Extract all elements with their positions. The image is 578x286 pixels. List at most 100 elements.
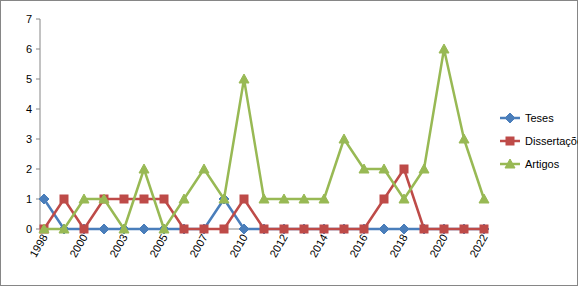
series-marker <box>340 225 348 233</box>
series-marker <box>320 225 328 233</box>
series-marker <box>99 194 109 203</box>
series-marker <box>480 225 488 233</box>
series-marker <box>380 195 388 203</box>
x-tick-label: 2003 <box>107 232 130 259</box>
series-marker <box>280 225 288 233</box>
y-tick-label: 7 <box>26 13 32 25</box>
series-marker <box>40 225 48 233</box>
y-tick-label: 2 <box>26 163 32 175</box>
series-marker <box>339 134 349 143</box>
series-marker <box>160 195 168 203</box>
series-marker <box>360 225 368 233</box>
series-marker <box>80 225 88 233</box>
series-marker <box>399 224 409 234</box>
series-marker <box>299 224 309 234</box>
chart-root: 0123456719982000200320052007201020122014… <box>0 0 578 286</box>
series-marker <box>100 195 108 203</box>
series-marker <box>200 225 208 233</box>
legend-marker <box>506 137 514 145</box>
series-marker <box>240 195 248 203</box>
y-tick-label: 3 <box>26 133 32 145</box>
series-marker <box>79 194 89 203</box>
series-marker <box>279 194 289 203</box>
series-marker <box>199 164 209 173</box>
series-marker <box>439 44 449 53</box>
series-marker <box>260 225 268 233</box>
series-marker <box>259 194 269 203</box>
series-marker <box>239 224 249 234</box>
series-marker <box>99 224 109 234</box>
x-tick-label: 2014 <box>307 232 330 259</box>
legend: Teses Dissertações Artigos <box>500 112 578 170</box>
series-marker <box>119 224 129 233</box>
series-marker <box>59 224 69 233</box>
series-marker <box>239 74 249 83</box>
y-tick <box>36 19 40 20</box>
legend-marker <box>505 113 515 123</box>
series-marker <box>299 194 309 203</box>
y-tick <box>36 169 40 170</box>
y-tick <box>36 49 40 50</box>
series-marker <box>479 224 489 234</box>
x-tick-label: 2020 <box>427 232 450 259</box>
y-tick <box>36 139 40 140</box>
series-marker <box>359 224 369 234</box>
x-tick-label: 2000 <box>67 232 90 259</box>
x-tick-label: 2010 <box>227 232 250 259</box>
series-marker <box>319 194 329 203</box>
series-marker <box>139 224 149 234</box>
y-tick-label: 1 <box>26 193 32 205</box>
series-marker <box>219 194 229 203</box>
series-marker <box>159 224 169 233</box>
series-marker <box>319 224 329 234</box>
series-line <box>44 49 484 229</box>
legend-label: Artigos <box>525 158 560 170</box>
series-marker <box>400 165 408 173</box>
series-marker <box>339 224 349 234</box>
series-marker <box>139 164 149 173</box>
x-tick-label: 1998 <box>27 232 50 259</box>
series-marker <box>359 164 369 173</box>
y-tick <box>36 229 40 230</box>
legend-label: Teses <box>525 112 554 124</box>
series-marker <box>39 224 49 233</box>
chart-svg: 0123456719982000200320052007201020122014… <box>0 0 578 286</box>
plot-area <box>39 44 489 234</box>
series-marker <box>39 194 49 204</box>
series-marker <box>379 164 389 173</box>
y-tick-label: 6 <box>26 43 32 55</box>
series-marker <box>300 225 308 233</box>
x-tick-label: 2018 <box>387 232 410 259</box>
series-marker <box>440 225 448 233</box>
series-marker <box>479 194 489 203</box>
y-tick-label: 4 <box>26 103 32 115</box>
series-marker <box>60 195 68 203</box>
series-marker <box>79 224 89 234</box>
series-marker <box>180 225 188 233</box>
series-marker <box>419 224 429 234</box>
y-tick <box>36 109 40 110</box>
y-tick <box>36 79 40 80</box>
x-tick-label: 2012 <box>267 232 290 259</box>
series-marker <box>439 224 449 234</box>
x-tick-label: 2005 <box>147 232 170 259</box>
series-marker <box>460 225 468 233</box>
series-marker <box>199 224 209 234</box>
series-marker <box>379 224 389 234</box>
series-marker <box>459 224 469 234</box>
legend-marker <box>505 159 515 168</box>
x-tick-label: 2022 <box>467 232 490 259</box>
series-marker <box>259 224 269 234</box>
x-tick-label: 2007 <box>187 232 210 259</box>
series-marker <box>279 224 289 234</box>
series-marker <box>140 195 148 203</box>
chart-frame <box>1 1 578 286</box>
series-marker <box>419 164 429 173</box>
series-marker <box>399 194 409 203</box>
series-marker <box>179 224 189 234</box>
series-marker <box>120 195 128 203</box>
y-tick-label: 0 <box>26 223 32 235</box>
legend-label: Dissertações <box>525 135 578 147</box>
series-marker <box>459 134 469 143</box>
series-marker <box>179 194 189 203</box>
